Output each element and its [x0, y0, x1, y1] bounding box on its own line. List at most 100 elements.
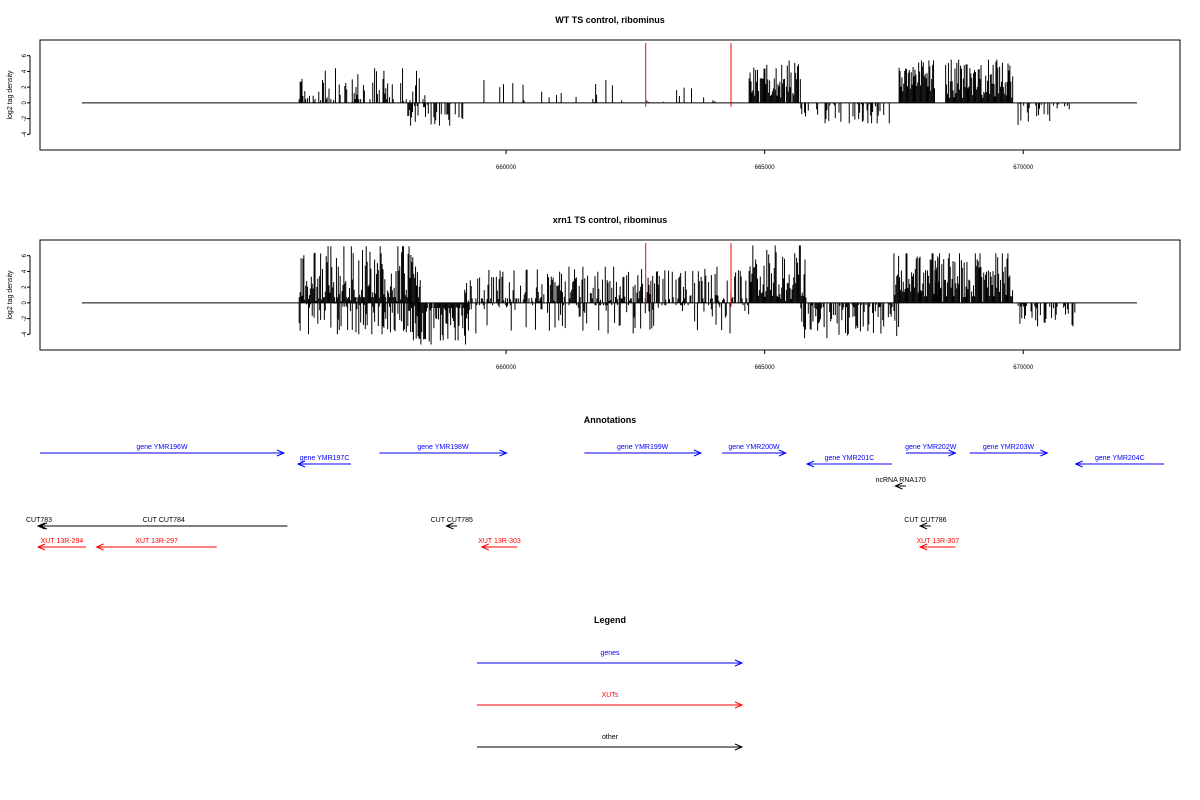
feature-arrowhead [805, 460, 815, 468]
legend-arrowhead [734, 659, 744, 667]
x-tick-label: 660000 [496, 365, 517, 371]
feature-label: gene YMR199W [617, 444, 669, 451]
feature-label: CUT783 [26, 517, 52, 524]
feature-arrowhead [918, 522, 928, 530]
wt-y-axis-label: log2 tag density [7, 70, 14, 120]
feature-label: XUT 13R-297 [135, 538, 178, 545]
legend-label: genes [600, 650, 620, 657]
y-tick-label: 4 [22, 69, 28, 73]
feature-arrowhead [1040, 449, 1049, 457]
feature-arrowhead [296, 460, 306, 468]
feature-label: XUT 13R-307 [916, 538, 959, 545]
feature-label: gene YMR202W [905, 444, 957, 451]
xrn1-density-bars [298, 245, 1076, 345]
feature-arrowhead [948, 449, 957, 457]
annotation-feature: gene YMR204C [1074, 455, 1164, 468]
annotation-feature: gene YMR197C [296, 455, 352, 468]
feature-label: gene YMR200W [728, 444, 780, 451]
feature-arrowhead [499, 449, 508, 457]
y-tick-label: 0 [22, 301, 28, 305]
annotation-feature: gene YMR203W [969, 444, 1049, 457]
feature-label: XUT 13R-303 [478, 538, 521, 545]
y-tick-label: 2 [22, 85, 28, 89]
annotation-feature: ncRNA RNA170 [876, 477, 926, 490]
annotation-feature: CUT783 [26, 517, 52, 530]
annotation-feature: CUT CUT784 [38, 517, 288, 530]
x-tick-label: 670000 [1013, 165, 1034, 171]
feature-arrowhead [778, 449, 788, 457]
annotations-title: Annotations [584, 415, 637, 425]
x-tick-label: 670000 [1013, 365, 1034, 371]
annotation-feature: gene YMR196W [40, 444, 286, 457]
y-tick-label: -2 [22, 115, 28, 121]
annotation-feature: CUT CUT786 [904, 517, 947, 530]
wt-density-bars [298, 59, 1070, 126]
x-tick-label: 660000 [496, 165, 517, 171]
annotation-feature: CUT CUT785 [431, 517, 473, 530]
wt-density-panel: WT TS control, ribominus log2 tag densit… [7, 15, 1181, 171]
y-tick-label: 2 [22, 285, 28, 289]
y-tick-label: 6 [22, 53, 28, 57]
xrn1-vertical-markers [645, 243, 732, 307]
feature-arrowhead [1074, 460, 1083, 468]
legend-item: other [477, 734, 744, 751]
legend-arrowhead [734, 701, 744, 709]
feature-label: gene YMR198W [417, 444, 469, 451]
annotation-feature: gene YMR199W [584, 444, 703, 457]
feature-arrowhead [276, 449, 286, 457]
xrn1-y-axis: -4 -2 0 2 4 6 [22, 253, 31, 337]
annotation-feature: XUT 13R-294 [36, 538, 86, 551]
feature-label: gene YMR204C [1095, 455, 1145, 462]
annotation-feature: gene YMR200W [722, 444, 788, 457]
x-tick-label: 665000 [755, 165, 776, 171]
annotation-feature: XUT 13R-307 [916, 538, 959, 551]
xrn1-y-axis-label: log2 tag density [7, 270, 14, 320]
legend-item: genes [477, 650, 744, 667]
feature-label: XUT 13R-294 [41, 538, 84, 545]
legend-item: XUTs [477, 692, 744, 709]
legend-arrowhead [734, 743, 744, 751]
feature-label: gene YMR203W [983, 444, 1035, 451]
annotation-feature: gene YMR202W [905, 444, 957, 457]
x-tick-label: 665000 [755, 365, 776, 371]
annotation-feature: gene YMR201C [805, 455, 892, 468]
feature-label: gene YMR201C [825, 455, 875, 462]
feature-arrowhead [894, 482, 903, 490]
legend: Legend genes XUTs other [477, 615, 744, 751]
annotation-features: gene YMR196W gene YMR197C gene YMR198W gene… [26, 444, 1164, 551]
feature-arrowhead [445, 522, 454, 530]
feature-arrowhead [36, 522, 46, 530]
y-tick-label: 4 [22, 269, 28, 273]
feature-arrowhead [36, 543, 46, 551]
xrn1-panel-title: xrn1 TS control, ribominus [553, 215, 668, 225]
feature-label: gene YMR196W [136, 444, 188, 451]
legend-label: other [602, 734, 619, 741]
feature-label: ncRNA RNA170 [876, 477, 926, 484]
feature-label: gene YMR197C [300, 455, 350, 462]
y-tick-label: 6 [22, 253, 28, 257]
wt-x-axis: 660000 665000 670000 [496, 150, 1034, 171]
wt-y-axis: -4 -2 0 2 4 6 [22, 53, 31, 137]
feature-arrowhead [918, 543, 928, 551]
y-tick-label: -4 [22, 331, 28, 337]
y-tick-label: 0 [22, 101, 28, 105]
y-tick-label: -2 [22, 315, 28, 321]
annotation-feature: gene YMR198W [379, 444, 508, 457]
annotation-feature: XUT 13R-303 [478, 538, 521, 551]
feature-arrowhead [693, 449, 703, 457]
legend-items: genes XUTs other [477, 650, 744, 751]
feature-arrowhead [480, 543, 490, 551]
feature-label: CUT CUT784 [143, 517, 185, 524]
wt-plot-frame [39, 39, 1181, 151]
legend-title: Legend [594, 615, 626, 625]
xrn1-x-axis: 660000 665000 670000 [496, 350, 1034, 371]
wt-vertical-markers [645, 43, 732, 107]
feature-label: CUT CUT785 [431, 517, 473, 524]
xrn1-density-panel: xrn1 TS control, ribominus log2 tag dens… [7, 215, 1181, 371]
wt-panel-title: WT TS control, ribominus [555, 15, 665, 25]
y-tick-label: -4 [22, 131, 28, 137]
xrn1-plot-frame [39, 239, 1181, 351]
annotation-feature: XUT 13R-297 [95, 538, 217, 551]
feature-label: CUT CUT786 [904, 517, 946, 524]
